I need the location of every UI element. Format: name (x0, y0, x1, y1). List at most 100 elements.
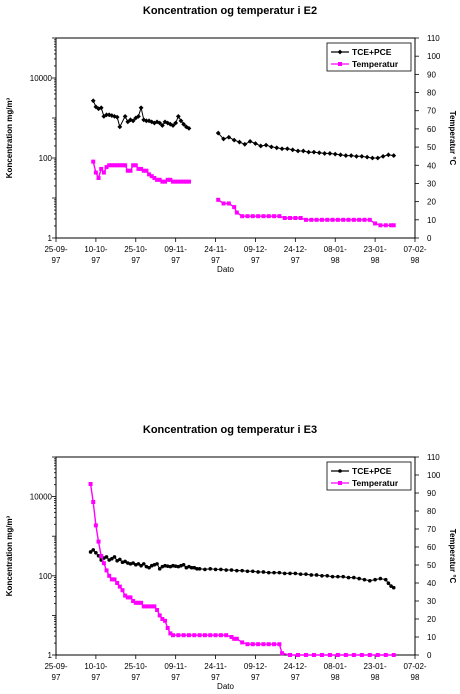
data-point (115, 558, 119, 563)
data-point (173, 120, 179, 126)
chart-title: Koncentration og temperatur i E3 (143, 424, 317, 436)
x-tick-label: 10-10- 97 (84, 245, 107, 265)
legend-label: TCE+PCE (352, 466, 392, 476)
data-point (104, 165, 109, 170)
data-point (91, 500, 96, 504)
x-tick-line: 24-12- (284, 245, 307, 254)
x-tick-line: 97 (171, 673, 180, 682)
data-point (96, 539, 101, 544)
data-point (152, 604, 157, 609)
data-point (160, 617, 165, 621)
data-point (139, 600, 144, 605)
data-point (118, 557, 122, 562)
data-point (136, 600, 141, 605)
data-point (123, 593, 128, 598)
x-tick-label: 25-09- 97 (44, 245, 67, 265)
data-point (221, 136, 226, 142)
data-point (109, 163, 114, 168)
data-point (280, 651, 285, 656)
data-point (117, 124, 123, 130)
data-point (167, 121, 173, 127)
data-point (186, 125, 192, 131)
data-point (125, 595, 130, 600)
data-point (120, 163, 125, 168)
data-point (303, 653, 308, 657)
data-point (99, 554, 104, 558)
data-point (367, 653, 372, 657)
data-point (245, 569, 250, 574)
data-point (245, 214, 250, 219)
data-point (282, 571, 287, 576)
x-tick-label: 23-01- 98 (364, 662, 387, 682)
data-point (245, 642, 250, 647)
data-point (208, 633, 213, 638)
data-point (346, 217, 351, 222)
y-right-axis-label: Temperatur °C (448, 529, 457, 584)
data-point (107, 558, 111, 562)
x-tick-label: 07-02- 98 (403, 662, 426, 682)
data-point (303, 217, 308, 222)
x-tick-line: 97 (131, 673, 140, 682)
data-point (343, 153, 349, 158)
data-point (325, 217, 330, 222)
data-point (163, 563, 167, 568)
data-point (250, 642, 255, 647)
x-tick-line: 98 (331, 256, 340, 265)
data-point (386, 581, 391, 586)
data-point (274, 145, 280, 151)
legend-box (326, 42, 412, 72)
data-point (157, 613, 162, 618)
data-point (154, 119, 160, 125)
data-point (332, 151, 338, 157)
data-point (112, 163, 117, 168)
y-left-tick-label: 10000 (30, 74, 53, 83)
data-point (293, 571, 298, 576)
data-point (152, 176, 157, 180)
data-point (288, 653, 293, 657)
data-point (266, 214, 271, 219)
data-point (149, 604, 154, 609)
data-point (221, 201, 226, 206)
data-point (183, 124, 189, 130)
data-point (186, 179, 191, 184)
data-point (104, 568, 109, 573)
x-tick-line: 97 (291, 256, 300, 265)
data-point (173, 564, 178, 568)
data-point (279, 146, 285, 152)
data-point (290, 147, 296, 153)
y-right-tick-label: 50 (427, 143, 436, 152)
data-point (391, 223, 396, 228)
data-point (330, 217, 335, 222)
data-point (335, 217, 340, 222)
x-tick-label: 23-01- 98 (364, 245, 387, 265)
data-point (327, 653, 332, 657)
data-point (171, 633, 176, 638)
x-tick-line: 98 (331, 673, 340, 682)
data-point (272, 570, 276, 575)
data-point (147, 604, 152, 609)
x-tick-label: 09-11- 97 (164, 662, 187, 682)
data-point (224, 568, 228, 572)
x-tick-line: 97 (52, 673, 61, 682)
y-right-tick-label: 40 (427, 161, 436, 170)
x-tick-line: 97 (211, 673, 220, 682)
x-tick-line: 10-10- (84, 245, 107, 254)
x-axis-label: Dato (217, 265, 234, 274)
x-tick-label: 08-01- 98 (324, 662, 347, 682)
data-point (144, 604, 149, 609)
data-point (351, 653, 356, 657)
data-point (216, 197, 221, 202)
data-point (386, 152, 391, 158)
series-temperatur (88, 482, 396, 657)
data-point (155, 562, 159, 566)
data-point (309, 573, 314, 577)
data-point (141, 168, 146, 173)
data-point (181, 121, 187, 127)
y-left-tick-label: 100 (39, 572, 53, 581)
legend-box (326, 461, 412, 491)
data-point (171, 563, 175, 568)
data-point (151, 120, 157, 126)
y-right-tick-label: 30 (427, 179, 436, 188)
data-point (383, 223, 388, 228)
data-point (253, 141, 258, 146)
